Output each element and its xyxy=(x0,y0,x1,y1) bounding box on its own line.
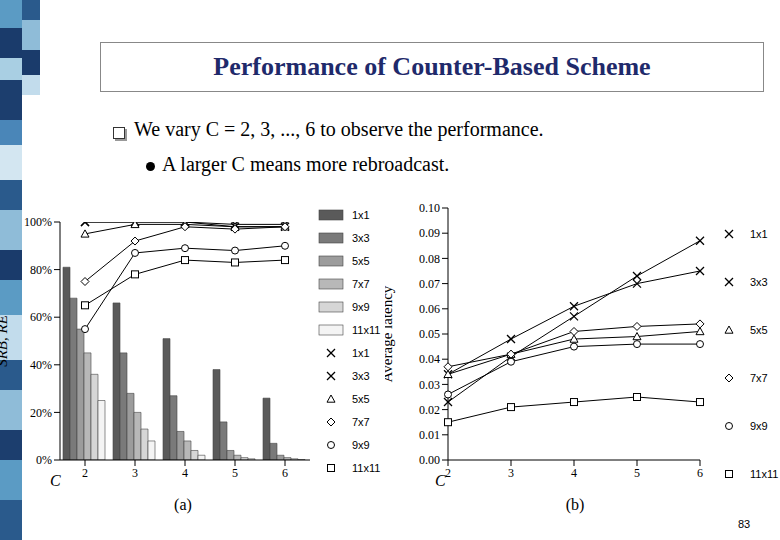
svg-text:0.01: 0.01 xyxy=(419,428,440,442)
svg-text:0.09: 0.09 xyxy=(419,226,440,240)
html-text:Performance of Counter-Based S: Performance of Counter-Based Scheme xyxy=(213,52,651,81)
html-text:5x5: 5x5 xyxy=(750,324,768,336)
svg-text:80%: 80% xyxy=(30,263,52,277)
svg-text:0%: 0% xyxy=(36,453,52,467)
html-text:9x9: 9x9 xyxy=(352,300,370,313)
html-text:11x11: 11x11 xyxy=(750,468,779,480)
html-text:7x7: 7x7 xyxy=(352,415,370,428)
svg-text:100%: 100% xyxy=(24,215,52,229)
svg-text:4: 4 xyxy=(571,466,577,480)
svg-text:60%: 60% xyxy=(30,310,52,324)
html-text:7x7: 7x7 xyxy=(750,372,768,384)
svg-text:0.07: 0.07 xyxy=(419,277,440,291)
svg-text:3: 3 xyxy=(132,466,138,480)
svg-text:0.10: 0.10 xyxy=(419,201,440,215)
html-text:1x1: 1x1 xyxy=(352,208,370,221)
html-text:(b): (b) xyxy=(565,496,585,513)
html-text:1x1: 1x1 xyxy=(352,346,370,359)
html-text:11x11: 11x11 xyxy=(352,323,381,336)
html-text:9x9: 9x9 xyxy=(352,438,370,451)
svg-text:Average latency: Average latency xyxy=(385,285,395,382)
html-text:5x5: 5x5 xyxy=(352,392,370,405)
svg-text:6: 6 xyxy=(282,466,288,480)
svg-text:5: 5 xyxy=(634,466,640,480)
html-text:(a): (a) xyxy=(174,496,192,513)
svg-text:20%: 20% xyxy=(30,406,52,420)
html-text:9x9: 9x9 xyxy=(750,420,768,432)
svg-text:0.00: 0.00 xyxy=(419,453,440,467)
svg-text:0.05: 0.05 xyxy=(419,327,440,341)
html-text:5x5: 5x5 xyxy=(352,254,370,267)
html-text:1x1: 1x1 xyxy=(750,228,768,240)
svg-text:5: 5 xyxy=(232,466,238,480)
svg-text:0.02: 0.02 xyxy=(419,403,440,417)
svg-text:0.04: 0.04 xyxy=(419,352,440,366)
svg-text:4: 4 xyxy=(182,466,188,480)
svg-text:2: 2 xyxy=(82,466,88,480)
svg-text:3: 3 xyxy=(508,466,514,480)
svg-text:0.08: 0.08 xyxy=(419,252,440,266)
html-text:3x3: 3x3 xyxy=(750,276,768,288)
html-text:We vary C = 2, 3, ..., 6 to ob: We vary C = 2, 3, ..., 6 to observe the … xyxy=(134,118,544,140)
html-text:A larger C means more rebroadc: A larger C means more rebroadcast. xyxy=(162,153,450,175)
html-text:C: C xyxy=(50,472,61,489)
svg-text:0.06: 0.06 xyxy=(419,302,440,316)
html-text:83: 83 xyxy=(738,518,751,530)
html-text:3x3: 3x3 xyxy=(352,369,370,382)
svg-text:SRB, RE: SRB, RE xyxy=(8,315,10,367)
html-text:3x3: 3x3 xyxy=(352,231,370,244)
svg-text:40%: 40% xyxy=(30,358,52,372)
html-text:C: C xyxy=(435,472,446,489)
svg-text:2: 2 xyxy=(445,466,451,480)
html-text:7x7: 7x7 xyxy=(352,277,370,290)
svg-text:6: 6 xyxy=(697,466,703,480)
html-text:11x11: 11x11 xyxy=(352,461,381,474)
svg-text:0.03: 0.03 xyxy=(419,378,440,392)
